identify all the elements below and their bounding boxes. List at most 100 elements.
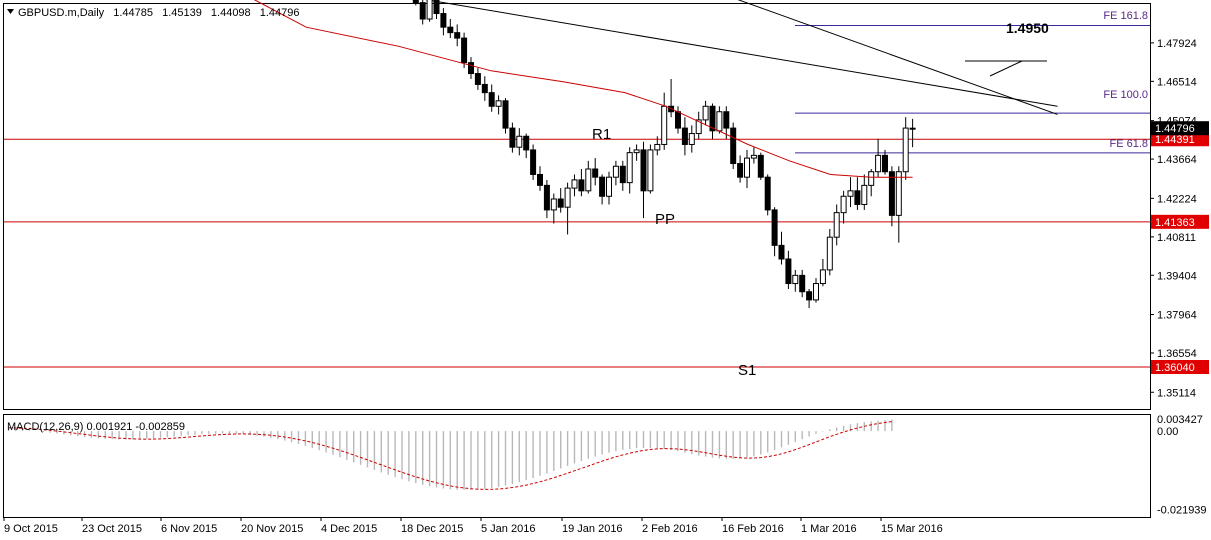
candle — [730, 122, 737, 169]
price-tick-label: 1.37964 — [1157, 310, 1197, 322]
candle-body-bull — [612, 165, 619, 178]
candle — [530, 144, 537, 180]
trendline-0 — [425, 0, 1058, 107]
candle — [868, 169, 875, 197]
fe-161-label: FE 161.8 — [1103, 10, 1148, 22]
trendlines — [425, 0, 1058, 115]
candle — [771, 207, 778, 257]
pp-label: PP — [655, 211, 675, 228]
candle — [744, 149, 750, 189]
candle-body-bull — [819, 269, 826, 285]
date-tick-label: 15 Mar 2016 — [881, 523, 943, 535]
candle — [426, 0, 433, 22]
candle — [688, 125, 695, 153]
candle — [585, 160, 592, 194]
candle-body-bull — [716, 111, 723, 132]
candle-body-bull — [633, 149, 640, 154]
level-tag-text: 1.36040 — [1155, 362, 1195, 374]
candle-body-bear — [440, 13, 447, 28]
candle — [895, 166, 902, 243]
candle-body-bear — [640, 149, 647, 192]
candle-body-bear — [419, 2, 426, 20]
candle — [626, 147, 633, 194]
candle — [633, 144, 640, 161]
candle — [599, 174, 606, 205]
candle-body-bear — [433, 0, 440, 15]
candle-body-bear — [778, 244, 785, 260]
date-tick-label: 16 Feb 2016 — [722, 523, 784, 535]
price-tick-label: 1.47924 — [1157, 38, 1197, 50]
candle-body-bear — [882, 154, 888, 173]
price-tick-label: 1.36554 — [1157, 348, 1197, 360]
date-tick-label: 1 Mar 2016 — [801, 523, 857, 535]
candle — [902, 117, 909, 180]
price-tick-label: 1.39404 — [1157, 270, 1197, 282]
price-axis: 1.479241.465141.450741.436641.422241.408… — [1150, 38, 1197, 399]
candle — [909, 118, 916, 148]
date-tick-label: 2 Feb 2016 — [642, 523, 698, 535]
chart-menu-triangle-icon[interactable] — [7, 9, 14, 14]
fe-100-label: FE 100.0 — [1103, 89, 1148, 101]
candle-body-bear — [543, 184, 550, 211]
candle — [447, 19, 454, 39]
candle — [557, 188, 564, 213]
candle — [875, 139, 882, 178]
candle-body-bull — [626, 152, 633, 184]
candle — [502, 98, 509, 134]
candle — [468, 57, 474, 79]
candle-body-bear — [488, 92, 495, 107]
candle-body-bear — [592, 168, 599, 178]
candle — [847, 177, 854, 208]
candle-body-bear — [723, 111, 730, 129]
chart-title: GBPUSD.m,Daily 1.44785 1.45139 1.44098 1… — [18, 7, 300, 19]
candle — [723, 106, 730, 139]
candle-body-bear — [530, 149, 537, 175]
level-tag-text: 1.44391 — [1155, 134, 1195, 146]
candle — [619, 160, 626, 191]
candle-body-bear — [785, 258, 792, 285]
candle-body-bear — [468, 62, 474, 75]
candle-body-bull — [654, 143, 661, 151]
candle-body-bear — [461, 37, 468, 64]
candle-body-bear — [771, 209, 778, 246]
candle — [481, 76, 488, 101]
fe-61-label: FE 61.8 — [1109, 138, 1148, 150]
candle — [750, 147, 757, 164]
s1-label: S1 — [738, 362, 756, 379]
candle-body-bear — [523, 135, 530, 151]
macd-label: MACD(12,26,9) 0.001921 -0.002859 — [7, 421, 185, 433]
candle-body-bear — [447, 26, 454, 34]
date-axis: 9 Oct 2015 23 Oct 2015 6 Nov 2015 20 Nov 20… — [3, 517, 943, 535]
level-tag-r1 — [1151, 132, 1209, 147]
candle — [412, 0, 419, 6]
candle — [606, 171, 612, 205]
candle-body-bear — [854, 190, 861, 205]
candle — [592, 158, 599, 186]
candle — [523, 133, 530, 159]
date-tick-label: 9 Oct 2015 — [4, 523, 58, 535]
candle-body-bull — [792, 274, 799, 285]
candle — [806, 289, 813, 309]
candle-body-bull — [826, 236, 833, 271]
candle-body-bull — [606, 176, 612, 197]
candle — [785, 250, 792, 289]
candle-body-bull — [744, 157, 750, 178]
candle — [709, 103, 716, 139]
moving-average — [253, 0, 913, 178]
chart-high: 1.45139 — [162, 7, 202, 19]
date-tick-label: 18 Dec 2015 — [401, 523, 463, 535]
level-tag-s1 — [1151, 360, 1209, 374]
date-tick-label: 5 Jan 2016 — [481, 523, 535, 535]
candle — [564, 182, 571, 235]
candle — [695, 111, 702, 139]
target-label: 1.4950 — [1006, 20, 1049, 36]
candle — [543, 179, 550, 219]
candle — [813, 278, 819, 303]
candle-body-bull — [695, 119, 702, 135]
date-tick-label: 6 Nov 2015 — [161, 523, 217, 535]
candle-body-bear — [730, 127, 737, 165]
candle-body-bull — [902, 127, 909, 173]
candle-body-bear — [599, 176, 606, 197]
macd-tick-label: -0.021939 — [1157, 505, 1207, 517]
